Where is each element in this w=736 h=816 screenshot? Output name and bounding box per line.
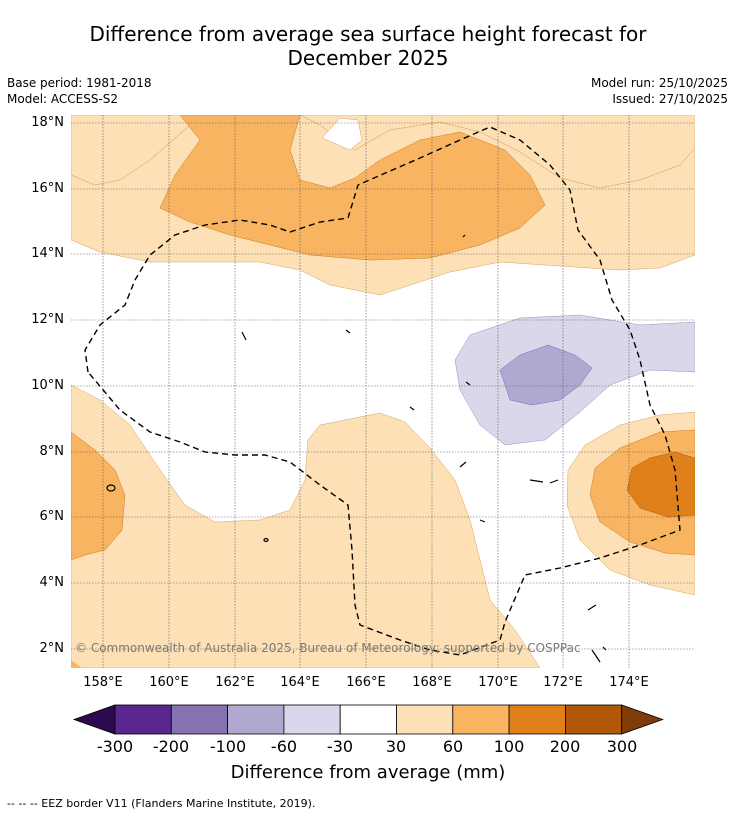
contour-south-30-60: [71, 384, 541, 668]
contour-neg-60-100: [499, 344, 593, 406]
island: [479, 519, 486, 523]
colorbar-segment: [339, 704, 397, 735]
cb-tick: 100: [493, 737, 525, 756]
cb-tick: -60: [270, 737, 298, 756]
island: [106, 484, 116, 492]
title-line-2: December 2025: [287, 46, 449, 70]
colorbar-segment: [114, 704, 172, 735]
colorbar-title: Difference from average (mm): [230, 762, 506, 783]
island: [602, 646, 607, 651]
contour-north-white-hole: [321, 117, 363, 151]
colorbar-segment: [452, 704, 510, 735]
island: [591, 649, 601, 663]
metadata-right: Model run: 25/10/2025 Issued: 27/10/2025: [591, 75, 728, 107]
lon-label-162: 162°E: [215, 675, 255, 690]
colorbar: [72, 704, 664, 735]
cb-tick: -100: [209, 737, 247, 756]
lon-label-174: 174°E: [609, 675, 649, 690]
contour-corner: [71, 660, 82, 668]
eez-footnote: -- -- -- EEZ border V11 (Flanders Marine…: [7, 797, 316, 810]
colorbar-extend-max: [621, 704, 664, 735]
contour-west-60-100: [71, 431, 126, 561]
islands: [106, 234, 607, 663]
issued-date: Issued: 27/10/2025: [612, 92, 728, 106]
cb-tick: -300: [96, 737, 134, 756]
graticule: [71, 115, 695, 668]
lon-label-170: 170°E: [478, 675, 518, 690]
colorbar-segment: [227, 704, 285, 735]
colorbar-segment: [170, 704, 229, 735]
island: [529, 479, 544, 483]
lat-label-16: 16°N: [31, 181, 64, 196]
island: [263, 537, 269, 543]
cb-tick: 200: [549, 737, 581, 756]
colorbar-segment: [283, 704, 341, 735]
island: [465, 381, 471, 386]
lon-label-164: 164°E: [280, 675, 320, 690]
metadata-left: Base period: 1981-2018 Model: ACCESS-S2: [7, 75, 152, 107]
model-name: Model: ACCESS-S2: [7, 92, 119, 106]
lat-label-12: 12°N: [31, 312, 64, 327]
island: [549, 479, 559, 484]
lon-label-158: 158°E: [83, 675, 123, 690]
cb-tick: -30: [326, 737, 354, 756]
model-run: Model run: 25/10/2025: [590, 76, 728, 90]
contour-north-60-100: [159, 115, 546, 261]
lat-label-8: 8°N: [39, 444, 65, 459]
copyright-text: © Commonwealth of Australia 2025, Bureau…: [75, 641, 581, 655]
lat-label-2: 2°N: [39, 641, 65, 656]
island: [587, 604, 597, 611]
cb-tick: -200: [152, 737, 190, 756]
island: [459, 461, 467, 468]
colorbar-segment: [396, 704, 454, 735]
lat-label-18: 18°N: [31, 115, 64, 130]
cb-tick: 300: [606, 737, 638, 756]
cb-tick: 60: [442, 737, 464, 756]
colorbar-extend-min: [72, 704, 116, 735]
island: [462, 234, 466, 238]
title-line-1: Difference from average sea surface heig…: [89, 22, 647, 46]
cb-tick: 30: [385, 737, 407, 756]
island: [241, 331, 247, 341]
lon-label-168: 168°E: [412, 675, 452, 690]
lat-label-10: 10°N: [31, 378, 64, 393]
lon-label-160: 160°E: [149, 675, 189, 690]
map-area: [71, 115, 695, 668]
lon-label-166: 166°E: [346, 675, 386, 690]
map-title: Difference from average sea surface heig…: [0, 22, 736, 70]
lon-label-172: 172°E: [543, 675, 583, 690]
eez-border: [84, 126, 681, 656]
lat-label-6: 6°N: [39, 509, 65, 524]
island: [345, 329, 351, 334]
lat-label-4: 4°N: [39, 575, 65, 590]
lat-label-14: 14°N: [31, 246, 64, 261]
base-period: Base period: 1981-2018: [7, 76, 152, 90]
island: [409, 406, 415, 411]
colorbar-segment: [508, 704, 566, 735]
colorbar-segment: [565, 704, 623, 735]
